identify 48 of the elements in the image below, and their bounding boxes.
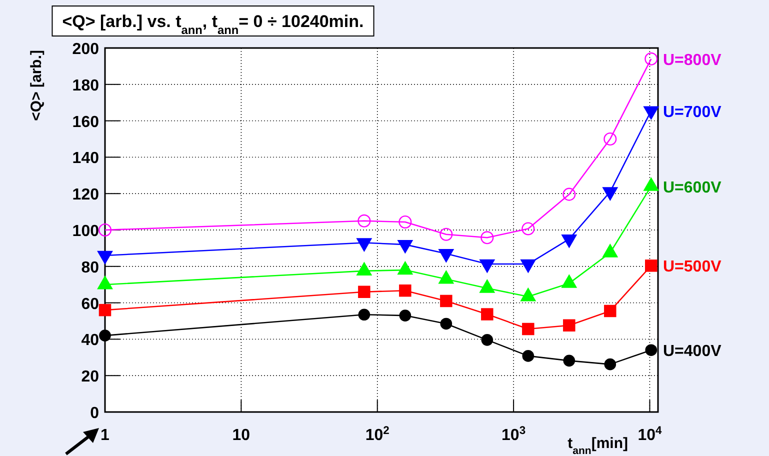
point (604, 132, 617, 146)
x-tick-label: 10$^{3}$ (502, 425, 526, 444)
y-tick-label: 180 (72, 77, 100, 94)
x-tick-label: 10 (232, 427, 250, 444)
y-tick-label: 60 (81, 296, 100, 313)
series-label: U=800V (663, 52, 722, 69)
y-axis-title: <Q> [arb.] (28, 50, 45, 121)
chart-title: <Q> [arb.] vs. t$_{ann}$, t$_{ann}$= 0 ÷ 10240min. (62, 12, 364, 37)
y-tick-label: 160 (72, 114, 100, 131)
point (440, 228, 453, 241)
point (399, 284, 412, 297)
series-label: U=400V (663, 343, 722, 360)
point (480, 231, 494, 244)
y-tick-label: 140 (72, 150, 100, 168)
y-tick-label: 100 (72, 223, 100, 240)
point (358, 214, 371, 228)
point (604, 304, 616, 318)
point (398, 215, 412, 228)
point (399, 310, 412, 322)
point (358, 286, 370, 298)
x-axis-title: t$_{ann}$[min] (568, 435, 628, 456)
point (522, 222, 535, 236)
y-tick-label: 120 (72, 186, 100, 204)
point (563, 354, 576, 367)
point (440, 318, 452, 330)
point (440, 294, 452, 308)
y-tick-label: 40 (81, 332, 100, 350)
y-tick-label: 80 (81, 259, 100, 276)
series-label: U=700V (663, 104, 722, 121)
point (645, 344, 658, 356)
point (645, 260, 658, 272)
point (481, 308, 494, 320)
x-tick-label: 10$^{4}$ (638, 425, 663, 444)
point (481, 334, 494, 346)
x-tick-label: 1 (100, 427, 110, 444)
point (358, 308, 370, 321)
point (563, 319, 576, 332)
series-label: U=500V (663, 258, 722, 276)
point (522, 350, 534, 362)
y-tick-label: 20 (81, 368, 100, 386)
point (562, 188, 576, 201)
y-tick-label: 0 (90, 405, 100, 422)
y-tick-label: 200 (72, 41, 100, 58)
x-tick-label: 10$^{2}$ (365, 425, 390, 444)
point (644, 52, 658, 66)
point (522, 322, 534, 336)
point (604, 358, 616, 370)
series-label: U=600V (663, 179, 722, 196)
